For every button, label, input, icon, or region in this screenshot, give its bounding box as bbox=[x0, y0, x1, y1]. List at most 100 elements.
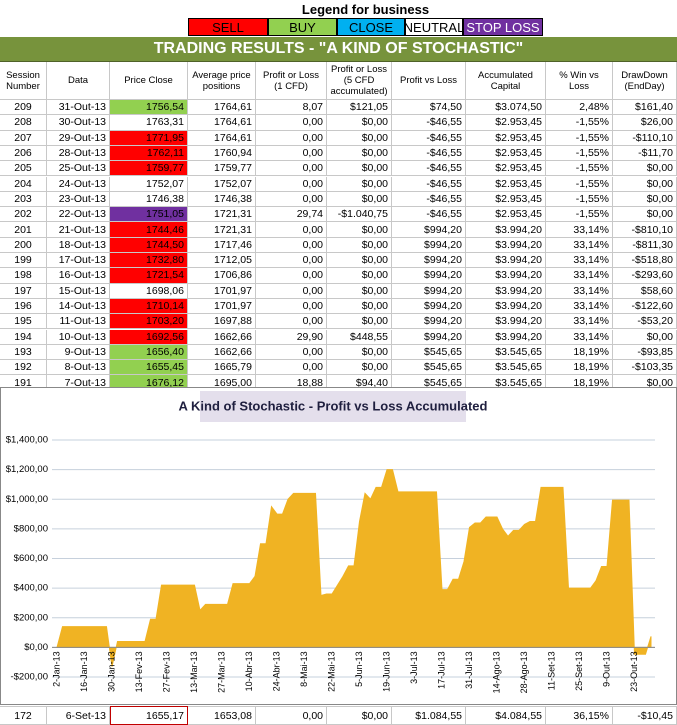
x-tick-label: 5-Jun-13 bbox=[354, 651, 364, 687]
table-cell: -$46,55 bbox=[392, 115, 466, 131]
table-cell: 1771,95 bbox=[110, 130, 188, 146]
table-cell: 205 bbox=[0, 161, 47, 177]
table-title: TRADING RESULTS - "A KIND OF STOCHASTIC" bbox=[0, 37, 677, 62]
table-cell: 1752,07 bbox=[188, 176, 256, 192]
table-cell: 23-Out-13 bbox=[47, 191, 110, 208]
table-cell: $2.953,45 bbox=[466, 191, 546, 208]
footer-cell: 0,00 bbox=[256, 706, 327, 725]
table-cell: 1662,66 bbox=[188, 344, 256, 361]
table-cell: -$122,60 bbox=[613, 298, 677, 315]
table-cell: 17-Out-13 bbox=[47, 253, 110, 269]
table-cell: $2.953,45 bbox=[466, 207, 546, 223]
x-tick-label: 25-Set-13 bbox=[574, 651, 584, 691]
table-cell: $0,00 bbox=[327, 253, 392, 269]
table-cell: 1763,31 bbox=[110, 115, 188, 131]
table-cell: 1712,05 bbox=[188, 253, 256, 269]
table-cell: $0,00 bbox=[327, 283, 392, 299]
column-header: Profit vs Loss bbox=[392, 62, 466, 100]
legend-title: Legend for business bbox=[301, 1, 430, 17]
x-tick-label: 14-Ago-13 bbox=[491, 651, 501, 693]
column-header: Average price positions bbox=[188, 62, 256, 100]
column-header: Profit or Loss (1 CFD) bbox=[256, 62, 327, 100]
x-tick-label: 23-Out-13 bbox=[629, 651, 639, 692]
table-cell: 0,00 bbox=[256, 191, 327, 208]
table-cell: $121,05 bbox=[327, 100, 392, 116]
table-cell: 196 bbox=[0, 298, 47, 315]
table-cell: $3.545,65 bbox=[466, 360, 546, 376]
table-cell: 18-Out-13 bbox=[47, 237, 110, 253]
table-cell: 202 bbox=[0, 207, 47, 223]
table-cell: $0,00 bbox=[327, 176, 392, 192]
table-cell: 10-Out-13 bbox=[47, 329, 110, 345]
table-cell: 18,19% bbox=[546, 344, 613, 361]
footer-cell: -$10,45 bbox=[613, 706, 677, 725]
table-cell: 33,14% bbox=[546, 222, 613, 238]
legend-item: STOP LOSS bbox=[463, 18, 543, 36]
table-cell: 197 bbox=[0, 283, 47, 299]
table-cell: 0,00 bbox=[256, 130, 327, 146]
x-tick-label: 24-Abr-13 bbox=[271, 651, 281, 691]
table-cell: -$46,55 bbox=[392, 191, 466, 208]
table-cell: 1665,79 bbox=[188, 360, 256, 376]
table-cell: 1764,61 bbox=[188, 130, 256, 146]
table-cell: 0,00 bbox=[256, 344, 327, 361]
table-cell: $0,00 bbox=[613, 191, 677, 208]
table-cell: $2.953,45 bbox=[466, 161, 546, 177]
table-cell: 1701,97 bbox=[188, 298, 256, 315]
table-cell: 9-Out-13 bbox=[47, 344, 110, 361]
table-cell: -$11,70 bbox=[613, 145, 677, 162]
table-cell: $994,20 bbox=[392, 222, 466, 238]
table-cell: 22-Out-13 bbox=[47, 207, 110, 223]
x-tick-label: 13-Mar-13 bbox=[189, 651, 199, 693]
table-cell: 194 bbox=[0, 329, 47, 345]
footer-cell: $0,00 bbox=[327, 706, 392, 725]
column-header: DrawDown (EndDay) bbox=[613, 62, 677, 100]
x-tick-label: 13-Fev-13 bbox=[134, 651, 144, 692]
table-cell: $0,00 bbox=[327, 130, 392, 146]
table-cell: $58,60 bbox=[613, 283, 677, 299]
table-cell: $0,00 bbox=[327, 268, 392, 284]
y-tick-label: $1,400,00 bbox=[6, 435, 48, 446]
table-cell: 1698,06 bbox=[110, 283, 188, 299]
table-cell: $0,00 bbox=[613, 329, 677, 345]
table-cell: 0,00 bbox=[256, 145, 327, 162]
table-cell: $2.953,45 bbox=[466, 115, 546, 131]
table-cell: 1656,40 bbox=[110, 344, 188, 361]
table-cell: -$103,35 bbox=[613, 360, 677, 376]
chart-title-box bbox=[200, 391, 466, 422]
table-cell: -$93,85 bbox=[613, 344, 677, 361]
table-cell: 8,07 bbox=[256, 100, 327, 116]
x-tick-label: 30-Jan-13 bbox=[106, 651, 116, 692]
table-cell: 0,00 bbox=[256, 314, 327, 330]
chart-title: A Kind of Stochastic - Profit vs Loss Ac… bbox=[179, 398, 488, 413]
table-cell: $3.994,20 bbox=[466, 222, 546, 238]
table-cell: $994,20 bbox=[392, 283, 466, 299]
table-cell: -$811,30 bbox=[613, 237, 677, 253]
table-cell: 1697,88 bbox=[188, 314, 256, 330]
x-tick-label: 27-Fev-13 bbox=[161, 651, 171, 692]
footer-cell: 172 bbox=[0, 706, 47, 725]
table-cell: $74,50 bbox=[392, 100, 466, 116]
table-cell: $3.994,20 bbox=[466, 237, 546, 253]
x-tick-label: 19-Jun-13 bbox=[381, 651, 391, 692]
x-tick-label: 11-Set-13 bbox=[546, 651, 556, 690]
table-cell: -1,55% bbox=[546, 145, 613, 162]
table-cell: 1760,94 bbox=[188, 145, 256, 162]
table-cell: 28-Out-13 bbox=[47, 145, 110, 162]
x-tick-label: 16-Jan-13 bbox=[79, 651, 89, 692]
table-cell: 1751,05 bbox=[110, 207, 188, 223]
table-cell: 24-Out-13 bbox=[47, 176, 110, 192]
legend-item: BUY bbox=[268, 18, 337, 36]
x-tick-label: 2-Jan-13 bbox=[51, 651, 61, 687]
table-cell: 33,14% bbox=[546, 253, 613, 269]
table-cell: -1,55% bbox=[546, 207, 613, 223]
column-header: Profit or Loss (5 CFD accumulated) bbox=[327, 62, 392, 100]
x-tick-label: 3-Jul-13 bbox=[409, 651, 419, 684]
table-cell: -$53,20 bbox=[613, 314, 677, 330]
table-cell: 2,48% bbox=[546, 100, 613, 116]
table-cell: 198 bbox=[0, 268, 47, 284]
x-tick-label: 31-Jul-13 bbox=[464, 651, 474, 689]
footer-cell: 6-Set-13 bbox=[47, 706, 110, 725]
table-cell: -$1.040,75 bbox=[327, 207, 392, 223]
table-cell: 204 bbox=[0, 176, 47, 192]
